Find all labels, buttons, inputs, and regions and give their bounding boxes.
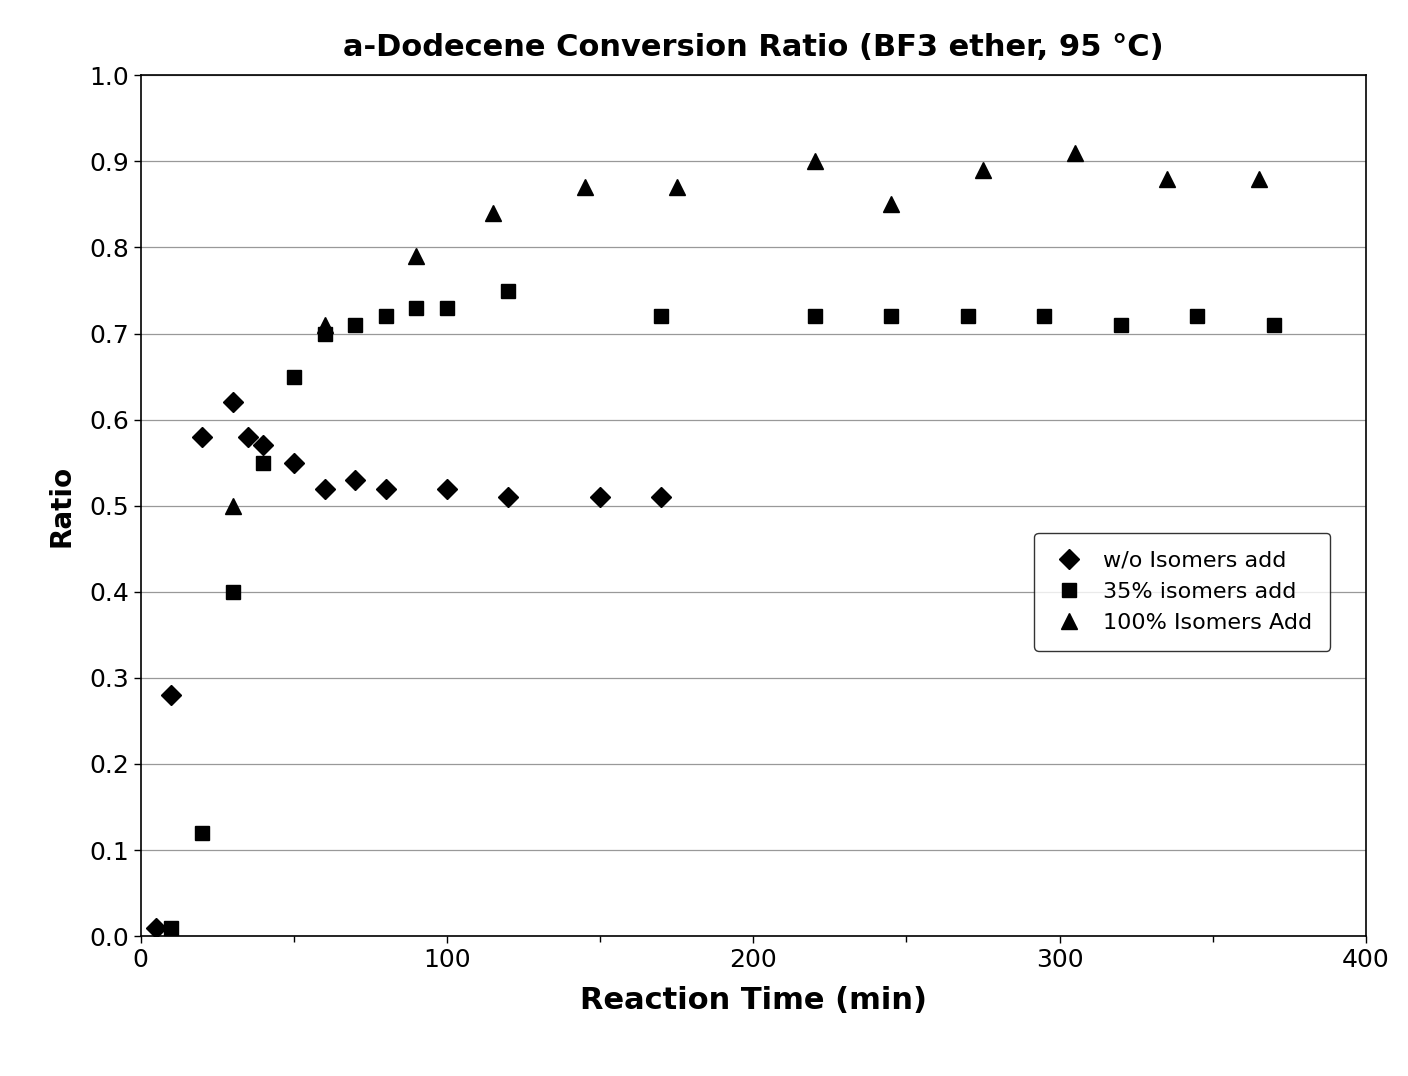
35% isomers add bbox=[805, 310, 822, 323]
35% isomers add bbox=[346, 318, 363, 331]
35% isomers add bbox=[653, 310, 670, 323]
w/o Isomers add bbox=[194, 430, 211, 443]
w/o Isomers add bbox=[591, 491, 608, 504]
w/o Isomers add bbox=[255, 439, 272, 452]
100% Isomers Add bbox=[408, 250, 425, 263]
35% isomers add bbox=[317, 327, 334, 340]
35% isomers add bbox=[959, 310, 976, 323]
35% isomers add bbox=[224, 585, 241, 598]
35% isomers add bbox=[1266, 318, 1283, 331]
w/o Isomers add bbox=[500, 491, 517, 504]
w/o Isomers add bbox=[286, 456, 303, 469]
X-axis label: Reaction Time (min): Reaction Time (min) bbox=[580, 986, 926, 1015]
35% isomers add bbox=[163, 921, 180, 934]
w/o Isomers add bbox=[346, 473, 363, 486]
35% isomers add bbox=[194, 826, 211, 839]
w/o Isomers add bbox=[317, 482, 334, 495]
Line: w/o Isomers add: w/o Isomers add bbox=[149, 396, 669, 934]
100% Isomers Add bbox=[805, 155, 822, 168]
Y-axis label: Ratio: Ratio bbox=[48, 465, 75, 547]
100% Isomers Add bbox=[1250, 172, 1267, 185]
w/o Isomers add bbox=[377, 482, 394, 495]
35% isomers add bbox=[883, 310, 900, 323]
Legend: w/o Isomers add, 35% isomers add, 100% Isomers Add: w/o Isomers add, 35% isomers add, 100% I… bbox=[1035, 533, 1331, 651]
35% isomers add bbox=[408, 301, 425, 314]
100% Isomers Add bbox=[974, 164, 991, 176]
35% isomers add bbox=[1112, 318, 1129, 331]
100% Isomers Add bbox=[883, 198, 900, 211]
35% isomers add bbox=[500, 284, 517, 297]
100% Isomers Add bbox=[576, 181, 593, 194]
35% isomers add bbox=[255, 456, 272, 469]
w/o Isomers add bbox=[653, 491, 670, 504]
w/o Isomers add bbox=[224, 396, 241, 409]
100% Isomers Add bbox=[669, 181, 686, 194]
35% isomers add bbox=[377, 310, 394, 323]
35% isomers add bbox=[439, 301, 456, 314]
w/o Isomers add bbox=[148, 921, 165, 934]
Line: 35% isomers add: 35% isomers add bbox=[165, 284, 1281, 934]
w/o Isomers add bbox=[163, 689, 180, 702]
35% isomers add bbox=[1188, 310, 1205, 323]
35% isomers add bbox=[1036, 310, 1053, 323]
w/o Isomers add bbox=[439, 482, 456, 495]
Line: 100% Isomers Add: 100% Isomers Add bbox=[224, 144, 1267, 514]
100% Isomers Add bbox=[224, 499, 241, 512]
100% Isomers Add bbox=[1159, 172, 1176, 185]
w/o Isomers add bbox=[239, 430, 256, 443]
100% Isomers Add bbox=[1066, 146, 1083, 159]
100% Isomers Add bbox=[484, 207, 501, 220]
Title: a-Dodecene Conversion Ratio (BF3 ether, 95 °C): a-Dodecene Conversion Ratio (BF3 ether, … bbox=[344, 33, 1163, 62]
35% isomers add bbox=[286, 370, 303, 383]
100% Isomers Add bbox=[317, 318, 334, 331]
